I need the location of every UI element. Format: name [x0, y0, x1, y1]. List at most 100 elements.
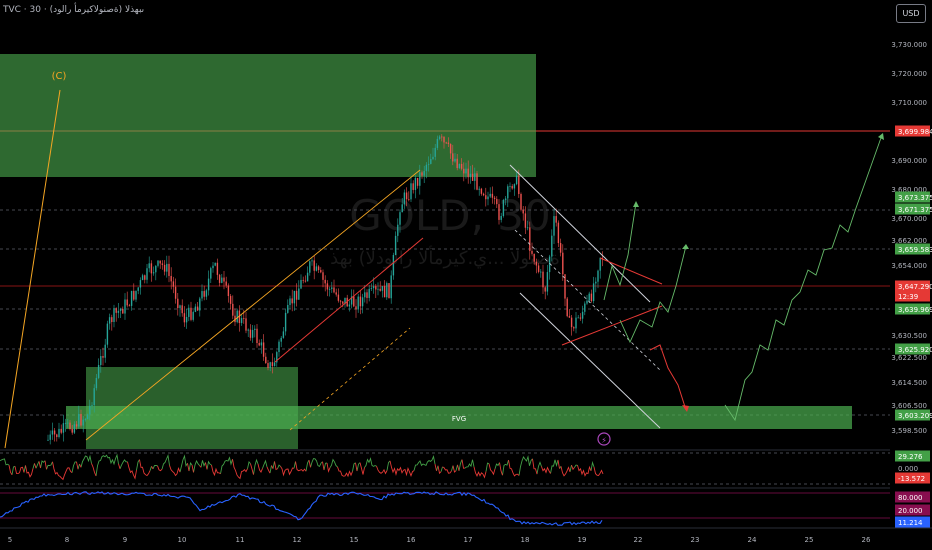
candle-body	[548, 256, 551, 273]
candle-body	[137, 287, 139, 291]
symbol-header: TVC · 30 · ىبهذلا (ةصنولاكيرمأ رالود)	[3, 5, 145, 15]
candle-body	[238, 310, 241, 323]
candle-body	[570, 317, 573, 328]
candle-body	[155, 265, 157, 273]
candle-body	[458, 163, 461, 169]
candle-body	[423, 170, 425, 176]
candle-body	[271, 362, 274, 367]
candle-body	[273, 362, 276, 367]
price-label: 3,603.209	[895, 409, 932, 421]
svg-text:80.000: 80.000	[898, 494, 923, 502]
candle-body	[452, 153, 454, 162]
candle-body	[313, 260, 315, 271]
time-axis-label: 25	[805, 536, 814, 544]
candle-body	[258, 343, 260, 346]
candle-body	[207, 278, 210, 291]
candle-body	[368, 288, 370, 298]
candle-body	[335, 292, 337, 295]
candle-body	[181, 305, 183, 314]
currency-button[interactable]: USD	[896, 4, 926, 23]
candle-body	[262, 342, 265, 357]
candle-body	[210, 268, 212, 279]
candle-body	[597, 270, 599, 282]
lightning-icon[interactable]	[597, 432, 611, 446]
candle-body	[265, 356, 267, 364]
candle-body	[315, 266, 318, 271]
price-axis-tick: 3,622.500	[891, 354, 927, 362]
candle-body	[489, 193, 491, 197]
candle-body	[361, 297, 364, 307]
candle-body	[557, 222, 560, 244]
candle-body	[434, 147, 436, 157]
candle-body	[408, 199, 410, 201]
candle-body	[249, 329, 252, 338]
candle-body	[168, 263, 170, 276]
candle-body	[166, 263, 168, 272]
candle-body	[370, 288, 373, 289]
candle-body	[386, 283, 388, 298]
candle-body	[188, 307, 190, 317]
candle-body	[403, 192, 406, 205]
candle-body	[476, 173, 478, 190]
candle-body	[56, 434, 58, 438]
candle-body	[568, 316, 571, 318]
candle-body	[302, 279, 304, 281]
candle-body	[144, 275, 146, 280]
candle-body	[190, 307, 192, 320]
candle-body	[524, 213, 527, 228]
candle-body	[460, 163, 463, 169]
candle-body	[135, 290, 137, 300]
svg-text:3,647.290: 3,647.290	[898, 283, 932, 291]
candle-body	[102, 356, 104, 358]
candle-body	[254, 328, 256, 330]
red-trendline	[274, 237, 424, 363]
price-axis-tick: 3,690.000	[891, 157, 927, 165]
candle-body	[229, 296, 232, 304]
candle-body	[309, 261, 311, 273]
time-axis[interactable]: 5 8 9 10 11 12 15 16 17 18 19 22 23 24 25 26	[8, 536, 871, 544]
candle-body	[443, 136, 445, 143]
candle-body	[214, 262, 216, 266]
candle-body	[269, 362, 271, 368]
candle-body	[456, 158, 458, 169]
candle-body	[430, 159, 432, 164]
candle-body	[496, 198, 498, 205]
candle-body	[196, 306, 199, 311]
channel-upper	[509, 164, 651, 303]
candle-body	[410, 183, 412, 200]
price-axis-tick: 3,614.500	[891, 379, 927, 387]
candle-body	[256, 328, 258, 344]
candle-body	[133, 290, 135, 300]
candle-body	[445, 142, 447, 144]
candle-body	[441, 136, 443, 138]
candle-body	[47, 439, 49, 441]
candle-body	[139, 280, 142, 288]
candle-body	[366, 292, 368, 298]
time-axis-label: 11	[236, 536, 245, 544]
bullish-projection-1	[603, 202, 637, 301]
oscillator-2	[0, 491, 890, 526]
candle-body	[276, 352, 278, 363]
candle-body	[126, 299, 128, 306]
candle-body	[73, 424, 76, 433]
candle-body	[148, 263, 150, 269]
candle-body	[474, 173, 476, 181]
candle-body	[511, 186, 513, 189]
candle-body	[399, 212, 401, 225]
candle-body	[221, 277, 223, 283]
candle-body	[93, 388, 95, 406]
price-axis-tick: 3,670.000	[891, 215, 927, 223]
candle-body	[161, 263, 164, 265]
candle-body	[436, 138, 439, 148]
candle-body	[577, 317, 579, 319]
price-axis[interactable]: 3,730.000 3,720.000 3,710.000 3,690.000 3,68…	[891, 41, 927, 435]
orange-trendline	[85, 169, 421, 441]
candle-body	[438, 136, 441, 139]
price-label: 12:39	[895, 290, 930, 302]
oscillator-1-label: 29.276	[895, 450, 930, 462]
candle-body	[194, 306, 197, 312]
oscillator-1-label: 0.000	[898, 465, 918, 473]
candle-body	[500, 216, 502, 220]
candle-body	[245, 318, 247, 331]
